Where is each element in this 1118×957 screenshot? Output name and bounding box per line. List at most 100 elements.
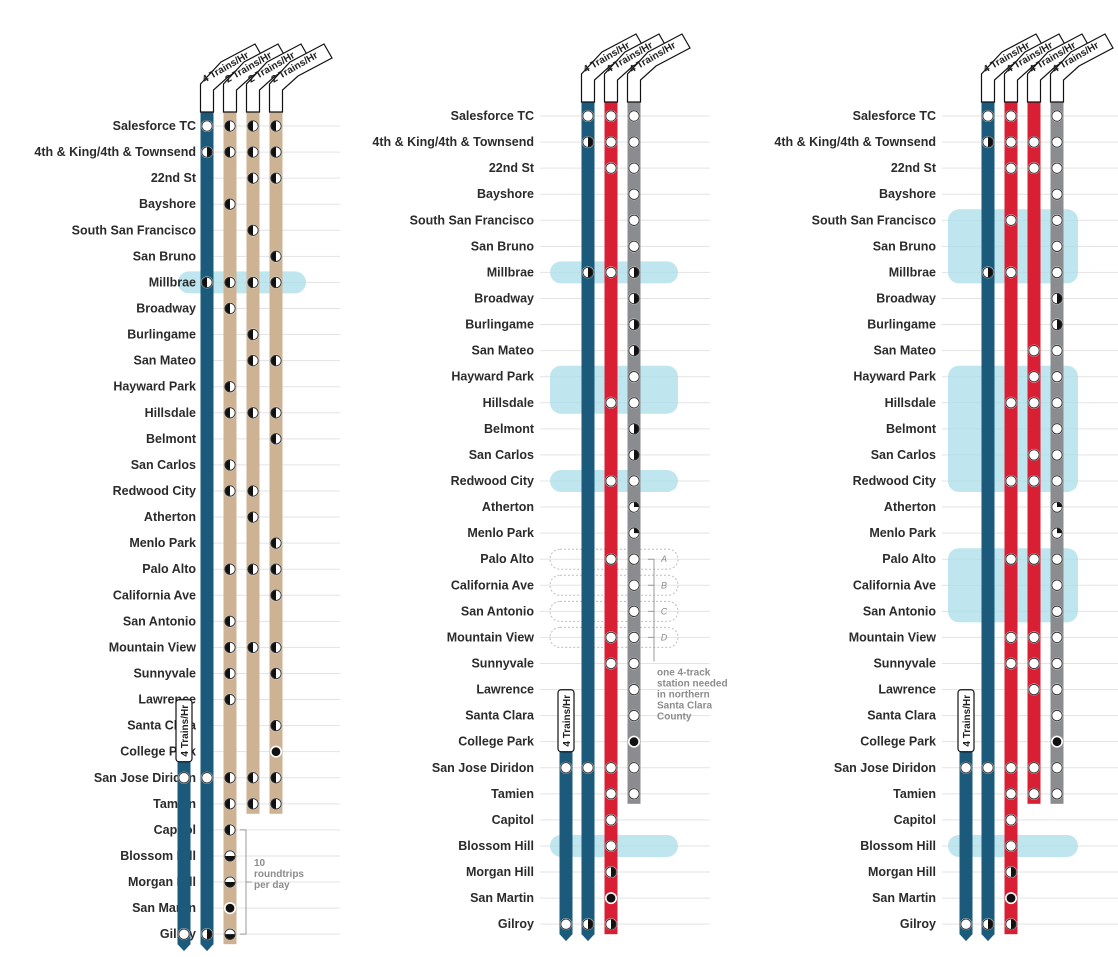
stop-half <box>634 345 640 356</box>
stop-half <box>270 433 276 445</box>
stop-ring <box>201 928 213 940</box>
stop-half <box>270 120 276 132</box>
stop-open <box>1005 631 1017 644</box>
stop-ring <box>1005 918 1017 930</box>
stop-ring <box>224 485 236 497</box>
stop-open <box>605 475 617 487</box>
station-label: Sunnyvale <box>133 666 196 680</box>
stop-open <box>178 928 190 940</box>
stop-ring <box>247 120 259 132</box>
stop-open <box>605 788 617 800</box>
stop-open <box>1005 397 1017 409</box>
stop-ring <box>628 449 640 461</box>
stop-open <box>628 709 640 722</box>
stop-half <box>201 277 207 288</box>
note-line: Santa Clara <box>657 700 712 711</box>
stop-full <box>1051 735 1064 748</box>
station-label: Morgan Hill <box>868 865 936 879</box>
stop-ring <box>247 511 259 523</box>
station-label: San Bruno <box>133 249 197 263</box>
panel-four-line-service: Salesforce TC 4th & King/4th & Townsend 22… <box>774 33 1118 942</box>
stop-open <box>1005 110 1017 122</box>
line-bar <box>581 100 595 942</box>
stop-half <box>270 642 276 653</box>
stop-ring <box>224 928 236 940</box>
station-label: Hillsdale <box>483 396 534 410</box>
stop-open <box>605 814 617 826</box>
station-label: Broadway <box>876 291 936 305</box>
stop-open <box>628 762 640 774</box>
stop-half <box>588 267 594 278</box>
stop-half <box>247 146 253 158</box>
stop-half <box>207 146 213 158</box>
stop-ring <box>270 433 282 445</box>
station-label: Palo Alto <box>480 552 534 566</box>
line-bar <box>177 707 191 952</box>
stop-open <box>178 772 190 784</box>
station-label: 22nd St <box>489 161 535 175</box>
stop-ring <box>628 344 640 357</box>
stop-ring <box>1005 866 1017 878</box>
stop-half <box>1011 866 1017 878</box>
stop-open <box>628 553 640 565</box>
line-bar <box>1004 100 1018 935</box>
station-label: San Jose Diridon <box>432 761 534 775</box>
stop-ring <box>247 276 259 289</box>
stop-half <box>224 642 230 653</box>
station-label: San Carlos <box>871 448 936 462</box>
stop-open <box>1051 162 1063 174</box>
stop-half <box>270 146 276 158</box>
service-line-grey <box>1050 100 1064 804</box>
stop-half <box>224 668 230 679</box>
stop-open <box>628 136 640 148</box>
stop-ring <box>270 537 282 549</box>
station-label: California Ave <box>451 578 534 592</box>
line-bar <box>246 110 260 814</box>
stop-half <box>611 866 617 878</box>
south-tag-box <box>957 689 975 753</box>
four-track-station-highlight <box>178 271 306 294</box>
station-label: Capitol <box>894 813 936 827</box>
stop-ring <box>247 407 259 419</box>
stop-half <box>224 146 230 158</box>
stop-half <box>224 563 230 575</box>
stop-half <box>247 225 253 236</box>
south-branch-tag: 4 Trains/Hr <box>957 689 975 753</box>
stop-open <box>628 110 640 122</box>
station-label: Hayward Park <box>113 380 196 394</box>
stop-open <box>1005 136 1017 148</box>
stop-half <box>611 918 617 930</box>
stop-half <box>634 267 640 278</box>
stop-ring <box>270 641 282 654</box>
stop-open <box>1005 788 1017 800</box>
stop-open <box>1028 449 1040 461</box>
stop-open <box>1028 162 1040 174</box>
stop-open <box>605 657 617 670</box>
station-label: Redwood City <box>451 474 534 488</box>
stop-ring <box>1051 292 1063 305</box>
stop-ring <box>605 866 617 878</box>
stop-open <box>628 188 640 200</box>
stop-ring <box>628 318 640 331</box>
stop-open <box>1051 136 1063 148</box>
stop-open <box>1028 631 1040 644</box>
line-bar <box>559 697 573 942</box>
stop-half <box>247 642 253 653</box>
stop-ring <box>270 250 282 263</box>
stop-ring <box>224 120 236 132</box>
stop-half <box>1057 319 1063 330</box>
stop-half <box>247 277 253 288</box>
stop-open <box>605 397 617 409</box>
stop-half <box>988 267 994 278</box>
station-label: South San Francisco <box>410 213 535 227</box>
stop-open <box>1005 762 1017 774</box>
station-label: Palo Alto <box>882 552 936 566</box>
stop-open <box>1005 162 1017 174</box>
station-label: Broadway <box>474 291 534 305</box>
station-label: San Mateo <box>133 354 196 368</box>
stop-ring <box>201 276 213 289</box>
service-line-blue <box>559 697 573 942</box>
line-bar <box>981 100 995 942</box>
line-tag-box <box>626 33 691 103</box>
